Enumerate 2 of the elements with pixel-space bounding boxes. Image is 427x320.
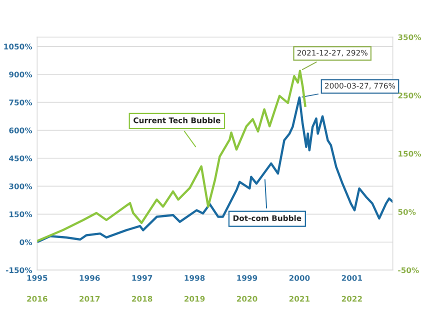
line-series: [37, 70, 306, 242]
line-series: [37, 96, 393, 244]
